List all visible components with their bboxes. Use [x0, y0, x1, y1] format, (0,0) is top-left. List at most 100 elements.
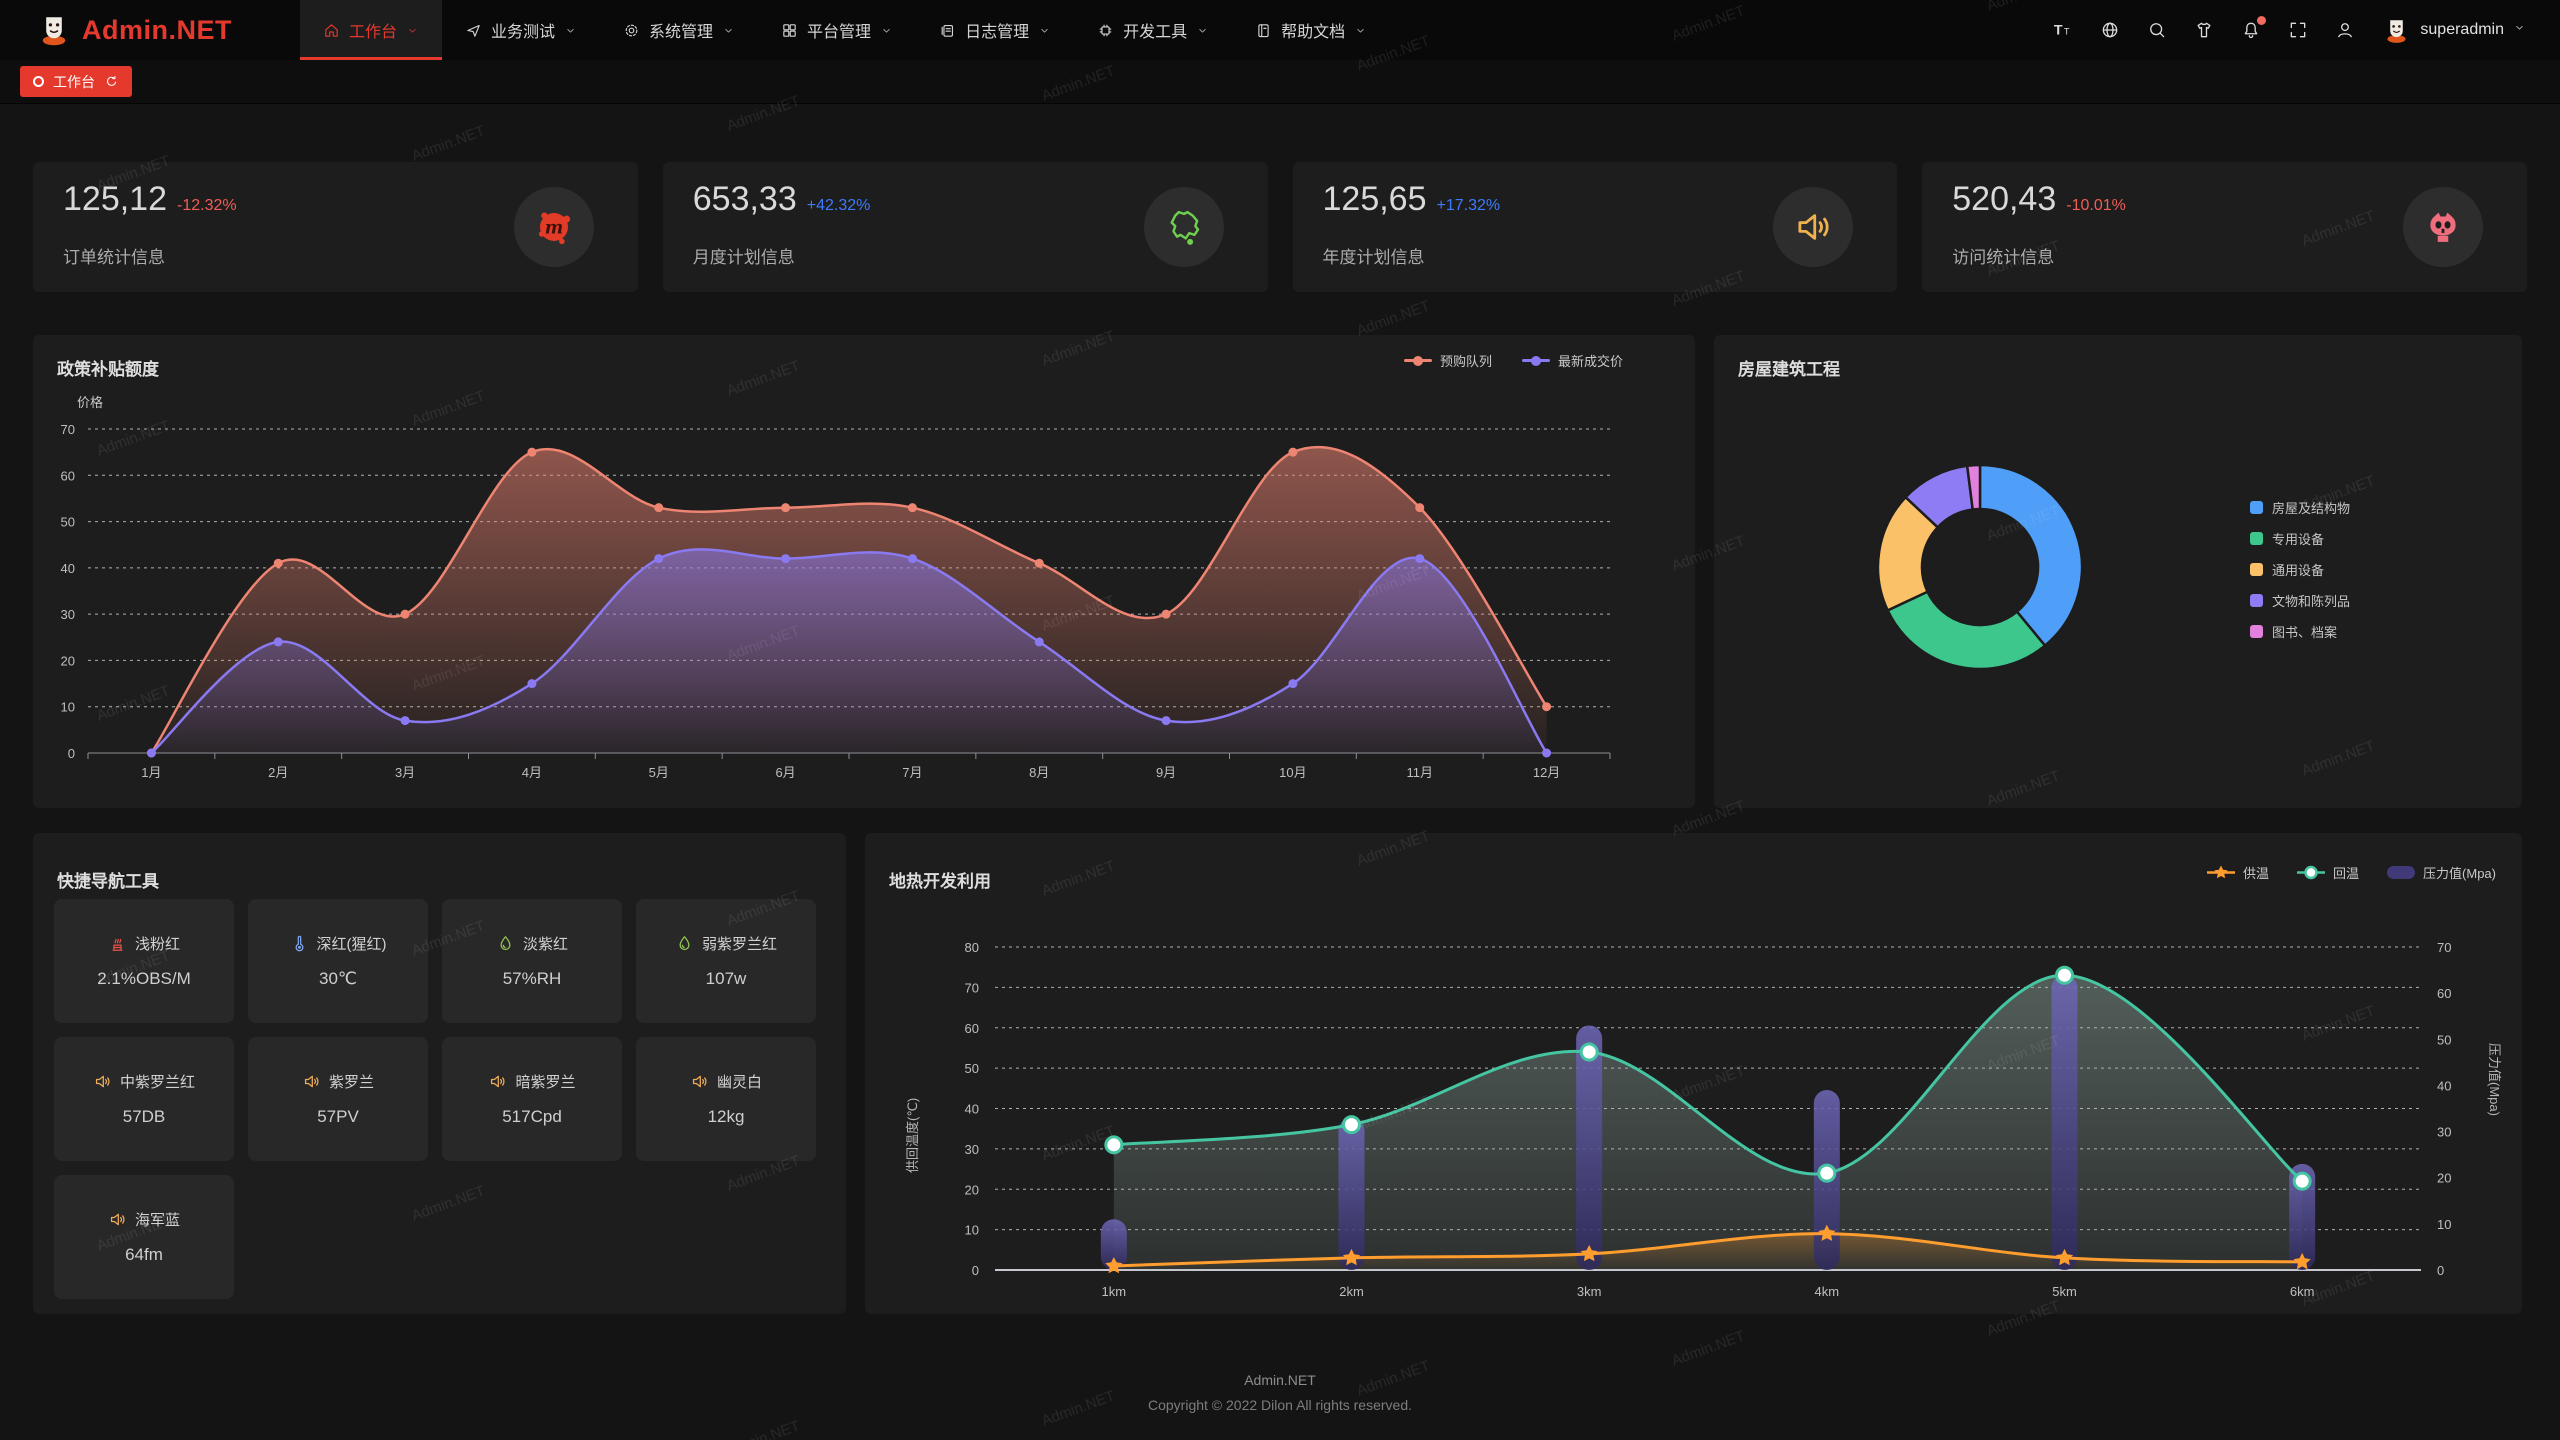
quick-nav-item-8[interactable]: 幽灵白 12kg: [636, 1037, 816, 1161]
legend-item-通用设备[interactable]: 通用设备: [2250, 560, 2350, 579]
svg-text:0: 0: [68, 746, 75, 761]
menu-item-label: 帮助文档: [1281, 24, 1346, 41]
theme-button[interactable]: [2194, 20, 2214, 40]
send-icon: [465, 22, 482, 39]
user-menu[interactable]: superadmin: [2382, 16, 2526, 45]
username: superadmin: [2420, 21, 2504, 38]
legend-item-图书、档案[interactable]: 图书、档案: [2250, 622, 2350, 641]
menu-item-6[interactable]: 开发工具: [1074, 0, 1232, 60]
quick-nav-value: 57%RH: [502, 969, 562, 988]
legend-line-marker: [1521, 355, 1550, 366]
chevron-down-icon: [2513, 21, 2526, 39]
search-button[interactable]: [2147, 20, 2167, 40]
geothermal-chart[interactable]: 0 10 20 30 40 50 60 70 80 0 10 20 30 40 50 60 70 1km 2km 3k…: [865, 833, 2522, 1314]
fullscreen-button[interactable]: [2288, 20, 2308, 40]
speaker-icon: [302, 1072, 321, 1091]
legend-item-预购队列[interactable]: 预购队列: [1403, 351, 1492, 370]
legend-item-压力值(Mpa)[interactable]: 压力值(Mpa): [2387, 863, 2496, 882]
quick-nav-item-7[interactable]: 暗紫罗兰 517Cpd: [442, 1037, 622, 1161]
legend-item-回温[interactable]: 回温: [2297, 863, 2359, 882]
stat-card-2: 653,33 +42.32% 月度计划信息: [662, 162, 1268, 292]
menu-item-5[interactable]: 日志管理: [916, 0, 1074, 60]
tab-工作台[interactable]: 工作台: [20, 66, 132, 97]
theme-icon: [2194, 20, 2214, 40]
menu-item-3[interactable]: 系统管理: [600, 0, 758, 60]
quick-nav-label: 海军蓝: [134, 1212, 180, 1229]
building-project-donut-chart[interactable]: [1714, 335, 2522, 808]
quick-nav-item-1[interactable]: 浅粉红 2.1%OBS/M: [54, 899, 234, 1023]
svg-text:4km: 4km: [1815, 1284, 1840, 1299]
svg-text:20: 20: [965, 1182, 979, 1197]
watermark-text: Admin.NET: [409, 122, 488, 165]
user-button[interactable]: [2335, 20, 2355, 40]
stat-card-1: 125,12 -12.32% 订单统计信息 m: [33, 162, 638, 292]
kiln-icon: [108, 934, 127, 953]
svg-text:30: 30: [2437, 1125, 2451, 1140]
menu-item-1[interactable]: 工作台: [300, 0, 443, 60]
svg-text:60: 60: [2437, 986, 2451, 1001]
svg-text:4月: 4月: [522, 765, 542, 780]
quick-nav-item-2[interactable]: 深红(猩红) 30℃: [248, 899, 428, 1023]
chevron-down-icon: [880, 24, 893, 37]
logo-text: Admin.NET: [82, 14, 232, 45]
geothermal-card: 地热开发利用 供温 回温 压力值(Mpa) 0 10 20 30 40 50 60 70 80 0 10…: [865, 833, 2522, 1314]
quick-nav-item-6[interactable]: 紫罗兰 57PV: [248, 1037, 428, 1161]
watermark-text: Admin.NET: [1354, 297, 1433, 340]
svg-text:0: 0: [972, 1263, 979, 1278]
svg-text:12月: 12月: [1533, 765, 1560, 780]
log-icon: [939, 22, 956, 39]
chip-icon: [1097, 22, 1114, 39]
book-icon: [1255, 22, 1272, 39]
menu-item-label: 系统管理: [649, 24, 714, 41]
thermometer-icon: [290, 934, 309, 953]
svg-text:40: 40: [61, 561, 75, 576]
quick-nav-item-4[interactable]: 弱紫罗兰红 107w: [636, 899, 816, 1023]
menu-item-2[interactable]: 业务测试: [442, 0, 600, 60]
speaker-icon: [488, 1072, 507, 1091]
svg-text:9月: 9月: [1156, 765, 1176, 780]
menu-item-label: 平台管理: [807, 24, 872, 41]
legend-star-marker: [2207, 865, 2236, 879]
stat-value: 125,12: [63, 180, 167, 218]
quick-nav-item-9[interactable]: 海军蓝 64fm: [54, 1175, 234, 1299]
tab-bar: 工作台: [0, 60, 2560, 104]
svg-text:50: 50: [2437, 1032, 2451, 1047]
droplet-icon: [496, 934, 515, 953]
stat-label: 月度计划信息: [692, 248, 795, 267]
chevron-down-icon: [1038, 24, 1051, 37]
language-button[interactable]: [2100, 20, 2120, 40]
stat-icon-circle: m: [513, 187, 594, 267]
svg-text:11月: 11月: [1407, 765, 1434, 780]
menu-item-4[interactable]: 平台管理: [758, 0, 916, 60]
chevron-down-icon: [1354, 24, 1367, 37]
legend-swatch: [2250, 532, 2263, 545]
legend-item-房屋及结构物[interactable]: 房屋及结构物: [2250, 498, 2350, 517]
bell-button[interactable]: [2241, 16, 2267, 40]
svg-text:10: 10: [61, 700, 75, 715]
menu-item-7[interactable]: 帮助文档: [1232, 0, 1390, 60]
chevron-down-icon: [406, 24, 419, 37]
stat-label: 年度计划信息: [1322, 248, 1425, 267]
quick-nav-item-3[interactable]: 淡紫红 57%RH: [442, 899, 622, 1023]
speaker-icon: [1792, 206, 1834, 248]
stat-value: 653,33: [692, 180, 797, 218]
svg-text:30: 30: [965, 1142, 979, 1157]
legend-item-专用设备[interactable]: 专用设备: [2250, 529, 2350, 548]
quick-nav-label: 浅粉红: [134, 936, 180, 953]
legend-item-文物和陈列品[interactable]: 文物和陈列品: [2250, 591, 2350, 610]
svg-text:10: 10: [2437, 1217, 2451, 1232]
svg-text:20: 20: [61, 653, 75, 668]
quick-nav-item-5[interactable]: 中紫罗兰红 57DB: [54, 1037, 234, 1161]
quick-nav-grid: 浅粉红 2.1%OBS/M 深红(猩红) 30℃ 淡紫红 57%RH 弱紫罗兰红 107w 中紫…: [54, 899, 816, 1299]
legend-item-最新成交价[interactable]: 最新成交价: [1521, 351, 1623, 370]
legend-swatch: [2250, 501, 2263, 514]
stat-value: 125,65: [1322, 180, 1427, 218]
legend-item-供温[interactable]: 供温: [2207, 863, 2269, 882]
svg-text:70: 70: [61, 422, 75, 437]
menu-item-label: 工作台: [349, 24, 398, 41]
app-logo[interactable]: Admin.NET: [0, 0, 300, 60]
policy-subsidy-chart[interactable]: 价格 0 10 20 30 40 50 60 70 1月 2月 3月 4月 5月 6月 7月 8月 9月 10月 11…: [33, 335, 1695, 808]
quick-nav-label: 紫罗兰: [328, 1074, 374, 1091]
